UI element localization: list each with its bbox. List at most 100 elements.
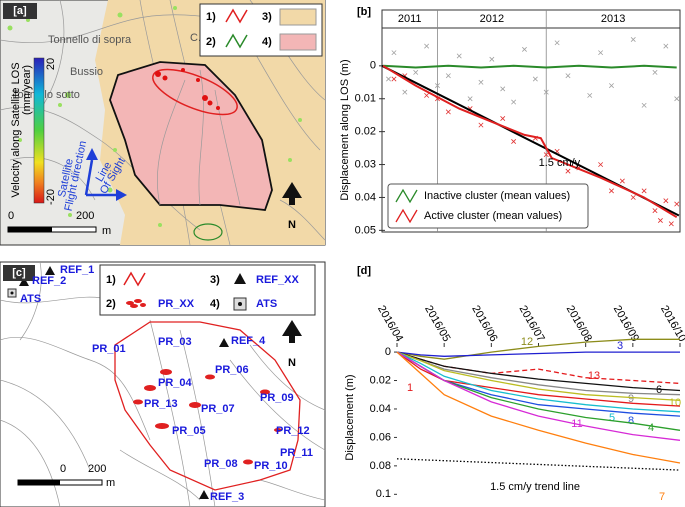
site-label: PR_01 xyxy=(92,343,126,355)
map-c-shape xyxy=(126,299,146,308)
series-line xyxy=(396,351,681,413)
scale-unit: m xyxy=(102,225,111,237)
series-label: 4 xyxy=(648,422,654,434)
data-point xyxy=(565,73,571,79)
map-a-shape xyxy=(225,8,248,24)
panel-label: [a] xyxy=(13,5,27,17)
map-c-shape-shape xyxy=(189,402,201,408)
series-line xyxy=(396,351,680,357)
map-a-shape-shape xyxy=(288,158,292,162)
y-tick-label: 0.02 xyxy=(355,126,376,138)
data-point xyxy=(386,76,392,82)
y-tick-label: 0 xyxy=(370,60,376,72)
scale-label: 200 xyxy=(88,463,106,475)
map-a-shape-shape xyxy=(155,71,161,77)
map-a-shape xyxy=(279,33,317,51)
data-point xyxy=(657,218,663,223)
legend-key: 2) xyxy=(106,298,116,310)
map-a-shape xyxy=(155,68,220,110)
data-point xyxy=(598,50,604,56)
series-line xyxy=(396,351,681,392)
site-label: PR_13 xyxy=(144,398,178,410)
x-tick-label: 2011 xyxy=(398,13,422,25)
series-label: 1.5 cm/y trend line xyxy=(490,481,580,493)
map-a-shape-shape xyxy=(107,187,113,193)
site-label: PR_06 xyxy=(215,364,249,376)
series-line xyxy=(383,64,677,69)
data-point xyxy=(500,116,506,121)
scale-label: 0 xyxy=(8,210,14,222)
data-point xyxy=(478,122,484,128)
data-point xyxy=(652,208,658,214)
map-c-shape-shape xyxy=(140,303,146,307)
map-a-shape-shape xyxy=(84,159,94,196)
series-line xyxy=(396,338,680,360)
data-point xyxy=(608,188,614,194)
map-a-shape xyxy=(279,8,317,26)
map-c-shape xyxy=(3,265,35,281)
data-point xyxy=(456,53,462,59)
scale-label: 200 xyxy=(76,210,94,222)
map-a-shape-shape xyxy=(86,148,98,160)
map-c-shape-shape xyxy=(259,479,326,501)
data-point xyxy=(630,194,636,200)
legend-label: Active cluster (mean values) xyxy=(424,210,562,222)
data-point xyxy=(641,102,647,108)
data-point xyxy=(630,37,636,42)
data-point xyxy=(424,43,430,49)
data-point xyxy=(619,178,625,184)
data-point xyxy=(663,43,669,49)
series-label: 8 xyxy=(628,415,634,427)
map-c-shape-shape xyxy=(19,277,29,286)
map-a-shape-shape xyxy=(39,0,65,111)
colorbar-title: (mm/year) xyxy=(21,65,33,115)
y-tick-label: 0.08 xyxy=(370,460,391,472)
map-a-shape-shape xyxy=(196,78,200,82)
data-point xyxy=(674,96,680,102)
data-point xyxy=(543,152,549,158)
panel-label: [c] xyxy=(12,267,26,279)
data-point xyxy=(445,73,451,79)
map-a-shape xyxy=(225,33,248,49)
annotation: 1.5 cm/y xyxy=(539,157,581,169)
data-point xyxy=(511,139,517,144)
y-tick-label: 0.03 xyxy=(355,158,376,170)
y-tick-label: 0.04 xyxy=(370,403,391,415)
legend-label: PR_XX xyxy=(158,298,195,310)
map-c-shape-shape xyxy=(45,266,55,275)
data-point xyxy=(391,76,397,82)
data-point xyxy=(521,46,527,52)
data-point xyxy=(467,96,473,102)
series-label: 5 xyxy=(609,412,615,424)
legend-key: 1) xyxy=(206,11,216,23)
legend-key: 1) xyxy=(106,274,116,286)
y-tick-label: 0.06 xyxy=(370,431,391,443)
map-c-shape xyxy=(10,291,14,295)
x-tick-label: 2016/06 xyxy=(469,304,499,344)
data-point xyxy=(565,168,571,174)
map-c-shape-shape xyxy=(249,344,326,411)
panel-label: [b] xyxy=(357,6,371,18)
place-name: Tonnello di sopra xyxy=(48,34,132,46)
site-label: REF_2 xyxy=(32,275,66,287)
site-label: PR_04 xyxy=(158,377,193,389)
map-c-shape-shape xyxy=(199,490,209,499)
map-c-shape-shape xyxy=(160,369,172,375)
y-tick-label: 0.05 xyxy=(355,224,376,236)
series-line xyxy=(396,351,681,464)
map-c-shape-shape xyxy=(274,428,282,432)
map-a-shape-shape xyxy=(279,199,326,241)
legend-key: 4) xyxy=(262,36,272,48)
data-point xyxy=(511,99,517,105)
map-a-shape xyxy=(156,69,241,206)
series-label: 6 xyxy=(656,384,662,396)
x-tick-label: 2016/10 xyxy=(658,304,685,344)
map-c-shape-shape xyxy=(119,449,201,501)
legend-key: 3) xyxy=(210,274,220,286)
scale-unit: m xyxy=(106,477,115,489)
series-label: 10 xyxy=(669,397,681,409)
map-a-shape xyxy=(8,227,52,232)
map-c-shape-shape xyxy=(260,389,270,395)
series-line xyxy=(396,458,681,471)
legend-label: ATS xyxy=(256,298,277,310)
